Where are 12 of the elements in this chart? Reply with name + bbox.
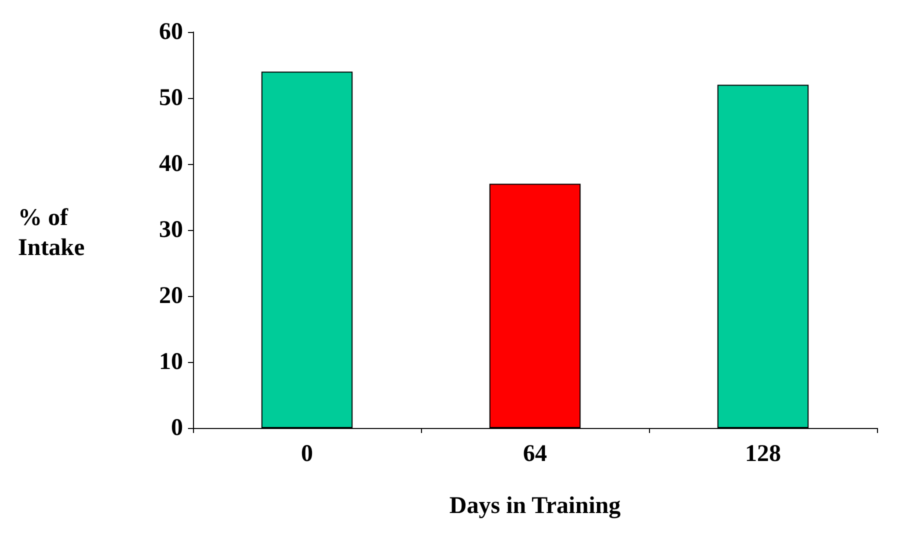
y-tick-label: 0 bbox=[171, 415, 183, 441]
x-tick-label: 128 bbox=[745, 441, 781, 467]
y-tick-label: 50 bbox=[159, 85, 183, 111]
y-tick-label: 30 bbox=[159, 217, 183, 243]
y-axis-title: % of Intake bbox=[18, 205, 86, 261]
x-tick-label: 64 bbox=[523, 441, 547, 467]
y-tick-label: 60 bbox=[159, 19, 183, 45]
y-tick-label: 20 bbox=[159, 283, 183, 309]
y-tick-label: 10 bbox=[159, 349, 183, 375]
x-axis-title: Days in Training bbox=[449, 493, 621, 519]
x-tick-label: 0 bbox=[301, 441, 313, 467]
y-tick-label: 40 bbox=[159, 151, 183, 177]
